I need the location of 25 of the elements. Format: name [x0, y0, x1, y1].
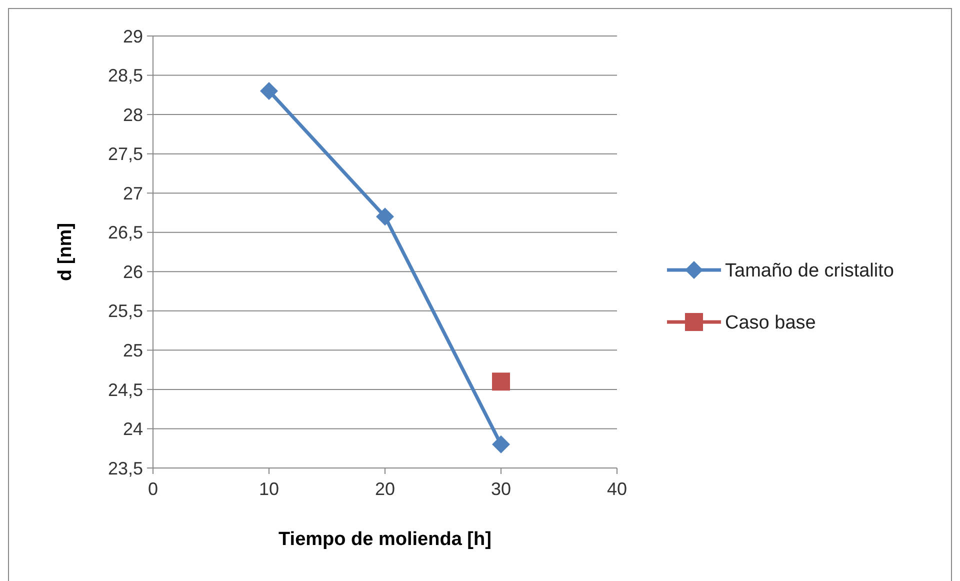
y-tick-label: 24 — [122, 419, 143, 440]
legend-label: Tamaño de cristalito — [725, 260, 894, 282]
y-tick-label: 29 — [122, 26, 143, 46]
x-axis-title: Tiempo de molienda [h] — [278, 529, 492, 550]
point — [492, 372, 510, 391]
y-tick-label: 26 — [122, 262, 143, 282]
x-tick-label: 10 — [258, 479, 280, 499]
y-axis-title: d [nm] — [55, 222, 76, 282]
point — [376, 208, 394, 226]
y-tick-label: 25 — [122, 340, 143, 360]
y-tick-label: 28,5 — [108, 66, 143, 86]
y-tick-label: 25,5 — [108, 301, 143, 322]
point — [492, 435, 510, 454]
legend-label: Caso base — [725, 312, 816, 334]
y-tick-label: 28 — [122, 104, 143, 125]
y-tick-label: 27 — [122, 183, 143, 204]
x-tick-label: 40 — [606, 479, 628, 499]
y-tick-label: 26,5 — [108, 222, 143, 243]
point — [260, 82, 278, 100]
x-tick-label: 30 — [490, 479, 512, 499]
x-tick-label: 20 — [374, 479, 396, 499]
y-tick-label: 23,5 — [108, 458, 143, 478]
x-tick-label: 0 — [148, 479, 158, 499]
y-tick-label: 24,5 — [108, 380, 143, 400]
y-tick-label: 27,5 — [108, 144, 143, 164]
